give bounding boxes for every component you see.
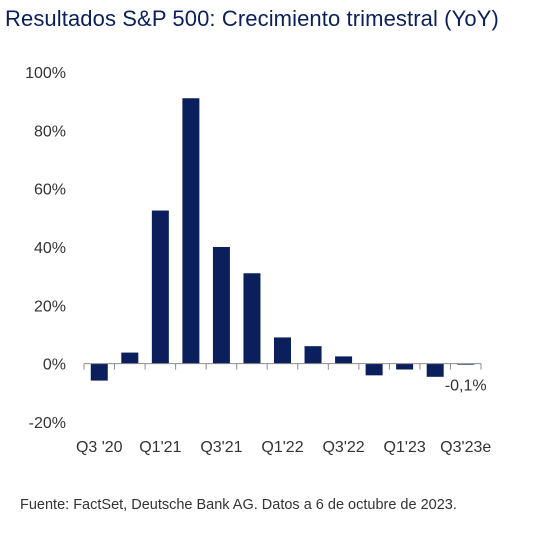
bar [151,210,169,364]
annotations: -0,1% [445,378,487,395]
y-tick-label: 80% [34,123,66,140]
chart-title: Resultados S&P 500: Crecimiento trimestr… [5,6,499,31]
bar [396,363,414,370]
x-tick-label: Q1'23 [384,439,426,456]
bar [274,337,291,364]
x-axis [83,363,482,370]
y-tick-label: 60% [34,182,66,199]
x-tick-label: Q1'21 [139,439,181,456]
x-tick-label: Q3'23e [440,439,491,456]
y-tick-label: -20% [29,415,66,432]
y-tick-label: 40% [34,240,66,257]
source-note: Fuente: FactSet, Deutsche Bank AG. Datos… [20,497,457,513]
bar [304,346,322,364]
bar [365,363,383,376]
x-tick-label: Q1'22 [261,439,303,456]
x-tick-label: Q3'22 [322,439,364,456]
y-tick-label: 0% [43,357,66,374]
bar [335,356,353,364]
x-tick-label: Q3'21 [200,439,242,456]
x-axis-ticks: Q3 '20 Q1'21 Q3'21 Q1'22 Q3'22 Q1'23 Q3'23e [76,439,491,456]
bar [426,363,444,377]
bar [121,352,139,364]
bar [212,247,230,364]
bar [90,363,108,381]
y-tick-label: 100% [25,65,66,82]
bar [243,273,261,364]
y-tick-label: 20% [34,298,66,315]
bars [90,98,475,381]
bar [182,98,200,364]
bar [457,363,475,365]
bar-chart: -20%0%20%40%60%80%100% Q3 '20 Q1'21 Q3'21 Q… [25,65,491,456]
data-label: -0,1% [445,378,487,395]
y-axis-ticks: -20% 0% 20% 40% 60% 80% 100% [25,65,66,432]
x-tick-label: Q3 '20 [76,439,123,456]
